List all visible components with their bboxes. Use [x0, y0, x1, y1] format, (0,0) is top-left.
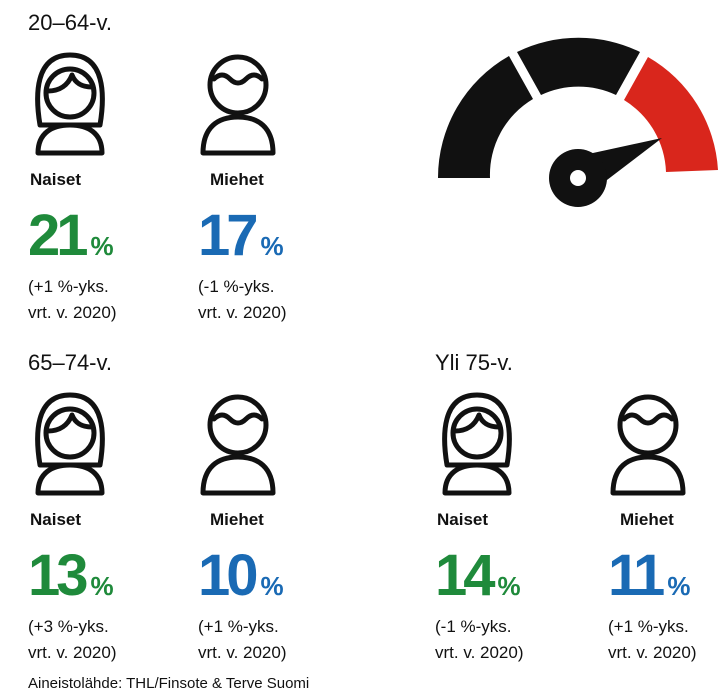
icon-part — [35, 462, 105, 496]
change-text: vrt. v. 2020) — [198, 303, 287, 322]
change-text: (-1 %-yks. — [198, 277, 275, 296]
change-text: (+1 %-yks. — [198, 617, 279, 636]
icon-part — [450, 406, 504, 460]
change-text: (+3 %-yks. — [28, 617, 109, 636]
person-icon — [35, 392, 105, 496]
icon-part — [621, 412, 675, 426]
change-text: (-1 %-yks. — [435, 617, 512, 636]
person-icon — [610, 394, 686, 496]
person-label: Miehet — [620, 510, 674, 529]
percent-unit: % — [91, 571, 114, 601]
icon-part — [35, 52, 105, 128]
icon-part — [211, 72, 265, 86]
percent-unit: % — [261, 231, 284, 261]
person-icon — [442, 392, 512, 496]
percent-value: 21 — [28, 203, 87, 268]
percent-value: 17 — [198, 203, 256, 268]
percent-value: 13 — [28, 543, 87, 608]
source: Aineistolähde: THL/Finsote & Terve Suomi — [28, 675, 309, 692]
icon-part — [207, 54, 269, 116]
icon-part — [35, 392, 105, 468]
icon-part — [442, 392, 512, 468]
percent-value: 10 — [198, 543, 256, 608]
icon-part — [442, 462, 512, 496]
person-icon — [200, 394, 276, 496]
change-text: vrt. v. 2020) — [28, 643, 117, 662]
percent-value: 11 — [608, 543, 664, 608]
percent-unit: % — [498, 571, 521, 601]
percent-value: 14 — [435, 543, 495, 608]
icon-part — [207, 394, 269, 456]
group-title: Yli 75-v. — [435, 350, 513, 375]
icon-part — [45, 72, 95, 94]
icon-part — [452, 412, 502, 434]
person-label: Naiset — [30, 170, 81, 189]
change-text: (+1 %-yks. — [608, 617, 689, 636]
person-label: Miehet — [210, 170, 264, 189]
person-label: Miehet — [210, 510, 264, 529]
icon-part — [200, 114, 276, 156]
person-label: Naiset — [30, 510, 81, 529]
percent-unit: % — [91, 231, 114, 261]
change-text: vrt. v. 2020) — [198, 643, 287, 662]
group-title: 65–74-v. — [28, 350, 112, 375]
icon-part — [610, 454, 686, 496]
icon-part — [43, 66, 97, 120]
person-label: Naiset — [437, 510, 488, 529]
gauge — [437, 37, 718, 207]
group-title: 20–64-v. — [28, 10, 112, 35]
icon-part — [35, 122, 105, 156]
icon-part — [45, 412, 95, 434]
icon-part — [200, 454, 276, 496]
person-icon — [200, 54, 276, 156]
change-text: (+1 %-yks. — [28, 277, 109, 296]
icon-part — [617, 394, 679, 456]
percent-unit: % — [667, 571, 690, 601]
change-text: vrt. v. 2020) — [435, 643, 524, 662]
change-text: vrt. v. 2020) — [608, 643, 697, 662]
icon-part — [211, 412, 265, 426]
person-icon — [35, 52, 105, 156]
change-text: vrt. v. 2020) — [28, 303, 117, 322]
icon-part — [43, 406, 97, 460]
percent-unit: % — [261, 571, 284, 601]
